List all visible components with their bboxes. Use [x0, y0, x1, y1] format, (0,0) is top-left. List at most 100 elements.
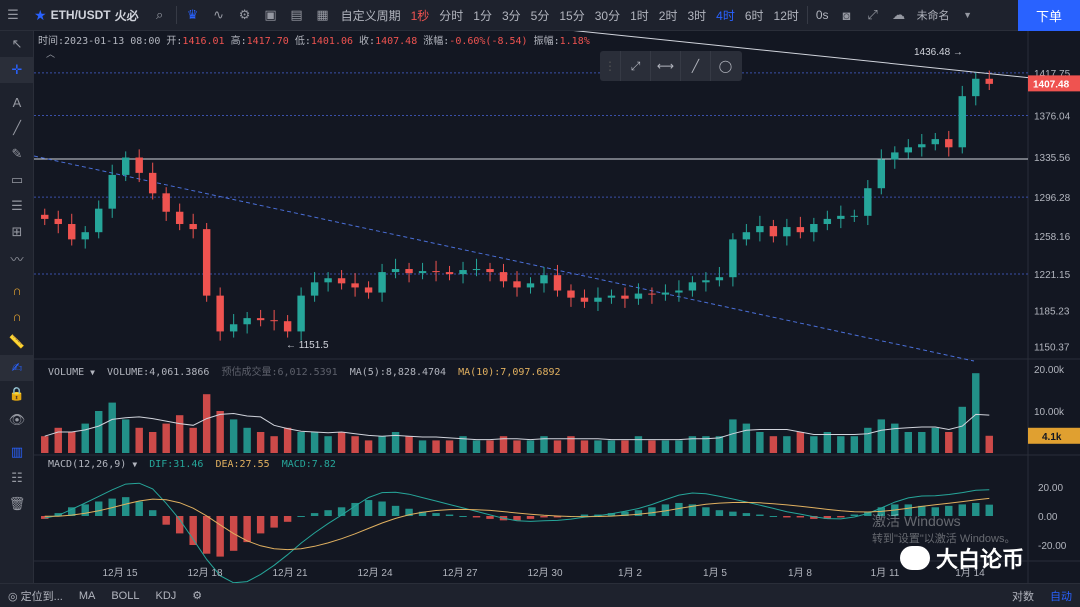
open-value: 1416.01	[182, 36, 225, 47]
gear-icon[interactable]: ⚙	[192, 590, 203, 602]
interval-6[interactable]: 30分	[594, 8, 621, 23]
strong-magnet-icon[interactable]: ∩	[12, 308, 22, 324]
chevron-down-icon[interactable]: ▼	[963, 10, 973, 20]
macd-histogram-bar	[378, 501, 386, 516]
interval-0[interactable]: 1秒	[410, 8, 430, 23]
toolbar-divider	[806, 6, 808, 24]
kdj-indicator-button[interactable]: KDJ	[155, 589, 177, 602]
measure-grid-icon[interactable]: ⊞	[11, 224, 23, 239]
rectangle-icon[interactable]: ▭	[10, 172, 24, 187]
ray-tool-icon[interactable]: ⤢	[620, 51, 650, 81]
candle-body	[216, 295, 224, 332]
macd-histogram-bar	[405, 508, 413, 516]
auto-scale-toggle[interactable]: 自动	[1050, 590, 1072, 603]
text-tool-icon[interactable]: A	[12, 94, 22, 110]
cloud-icon[interactable]: ☁	[892, 7, 906, 22]
search-icon[interactable]: ⌕	[155, 7, 164, 22]
boll-indicator-button[interactable]: BOLL	[111, 589, 140, 602]
chevron-down-icon[interactable]: ▼	[132, 460, 138, 469]
ma5-label: MA(5):	[349, 367, 386, 378]
ruler-icon[interactable]: 📏	[8, 334, 26, 349]
lock-icon[interactable]: 🔒	[8, 386, 26, 401]
compass-icon: ◎	[8, 590, 18, 603]
crown-icon[interactable]: ♛	[186, 7, 199, 22]
fibonacci-icon[interactable]: ☰	[11, 198, 23, 213]
interval-12[interactable]: 12时	[773, 8, 799, 23]
template-icon[interactable]: ▤	[290, 7, 303, 22]
cursor-arrow-icon[interactable]: ↖	[11, 36, 23, 51]
interval-7[interactable]: 1时	[630, 8, 649, 23]
volume-bar	[945, 432, 953, 453]
high-price-marker: 1436.48 →	[914, 47, 963, 58]
candle-body	[580, 297, 589, 302]
chart-type-icon[interactable]: ▣	[264, 7, 277, 22]
trash-icon[interactable]: 🗑	[8, 496, 26, 511]
log-scale-toggle[interactable]: 对数	[1012, 590, 1034, 603]
horizontal-line-icon[interactable]: ⟷	[650, 51, 680, 81]
macd-histogram-bar	[688, 504, 697, 516]
forecast-value: 6,012.5391	[277, 367, 338, 378]
trendline-tool-icon[interactable]: ╱	[680, 51, 710, 81]
custom-period-menu[interactable]: 自定义周期	[340, 8, 401, 23]
magnet-icon[interactable]: ∩	[12, 282, 22, 298]
volume-bar	[607, 440, 616, 453]
trendline-icon[interactable]: ╱	[13, 120, 21, 135]
macd-histogram-bar	[41, 516, 49, 519]
circle-tool-icon[interactable]: ◯	[710, 51, 740, 81]
candle-body	[283, 321, 292, 332]
interval-9[interactable]: 3时	[687, 8, 707, 23]
candle-body	[594, 297, 602, 302]
volume-bar	[918, 432, 926, 453]
macd-histogram-bar	[540, 516, 548, 518]
interval-11[interactable]: 6时	[744, 8, 764, 23]
current-volume-tag	[1028, 427, 1080, 444]
layout-grid-icon[interactable]: ▦	[316, 7, 329, 22]
menu-icon[interactable]: ☰	[7, 7, 19, 22]
volume-bar	[202, 394, 211, 453]
chart-area[interactable]: 1417.75 1376.04 1335.56 1296.28 1258.16 1221.…	[34, 31, 1080, 583]
current-price-label: 1407.48	[1033, 79, 1070, 90]
drag-handle-icon[interactable]: ⋮	[604, 59, 616, 73]
open-label: 开:	[166, 36, 183, 47]
close-label: 收:	[359, 36, 376, 47]
layout-name[interactable]: 未命名	[916, 10, 950, 22]
visibility-eye-icon[interactable]: 👁	[8, 412, 26, 427]
indicators-icon[interactable]: ∿	[213, 7, 225, 22]
time-value: 2023-01-13 08:00	[64, 36, 161, 47]
object-tree-icon[interactable]: ▥	[10, 444, 24, 459]
chevron-down-icon[interactable]: ▼	[90, 368, 95, 377]
chart-canvas[interactable]: 1417.75 1376.04 1335.56 1296.28 1258.16 1221.…	[34, 31, 1080, 583]
collapse-legend-icon[interactable]: ︿	[46, 49, 56, 59]
macd-histogram-bar	[513, 516, 521, 521]
ma-indicator-button[interactable]: MA	[78, 589, 96, 602]
dashed-trendline	[34, 155, 975, 362]
brush-icon[interactable]: ✎	[11, 146, 23, 161]
macd-histogram-bar	[729, 511, 737, 516]
interval-3[interactable]: 3分	[501, 8, 521, 23]
volume-bar	[81, 423, 89, 453]
interval-5[interactable]: 15分	[559, 8, 585, 23]
interval-10[interactable]: 4时	[716, 8, 735, 23]
crosshair-icon[interactable]: ✛	[0, 57, 34, 83]
place-order-button[interactable]: 下单	[1018, 0, 1080, 31]
interval-1[interactable]: 分时	[439, 8, 464, 23]
fullscreen-icon[interactable]: ⤢	[867, 7, 878, 22]
locate-button[interactable]: ◎ 定位到...	[0, 588, 71, 604]
volume-bar	[364, 440, 373, 453]
settings-gear-icon[interactable]: ⚙	[238, 7, 251, 22]
watchlist-icon[interactable]: ☷	[11, 470, 23, 485]
price-tick-label: 1150.37	[1034, 342, 1070, 353]
interval-4[interactable]: 5分	[530, 8, 550, 23]
volume-bar	[41, 436, 49, 453]
candle-body	[405, 269, 413, 274]
interval-2[interactable]: 1分	[473, 8, 492, 23]
candle-body	[148, 172, 157, 194]
drawing-mode-icon[interactable]: ✍	[0, 355, 34, 381]
symbol-selector[interactable]: ★ ETH/USDT 火必	[26, 7, 147, 24]
pattern-icon[interactable]: 〰	[10, 251, 24, 267]
camera-icon[interactable]: ◙	[842, 7, 851, 23]
favorite-star-icon[interactable]: ★	[34, 6, 47, 23]
candle-body	[972, 78, 980, 97]
macd-histogram-bar	[391, 505, 400, 516]
interval-8[interactable]: 2时	[658, 8, 678, 23]
